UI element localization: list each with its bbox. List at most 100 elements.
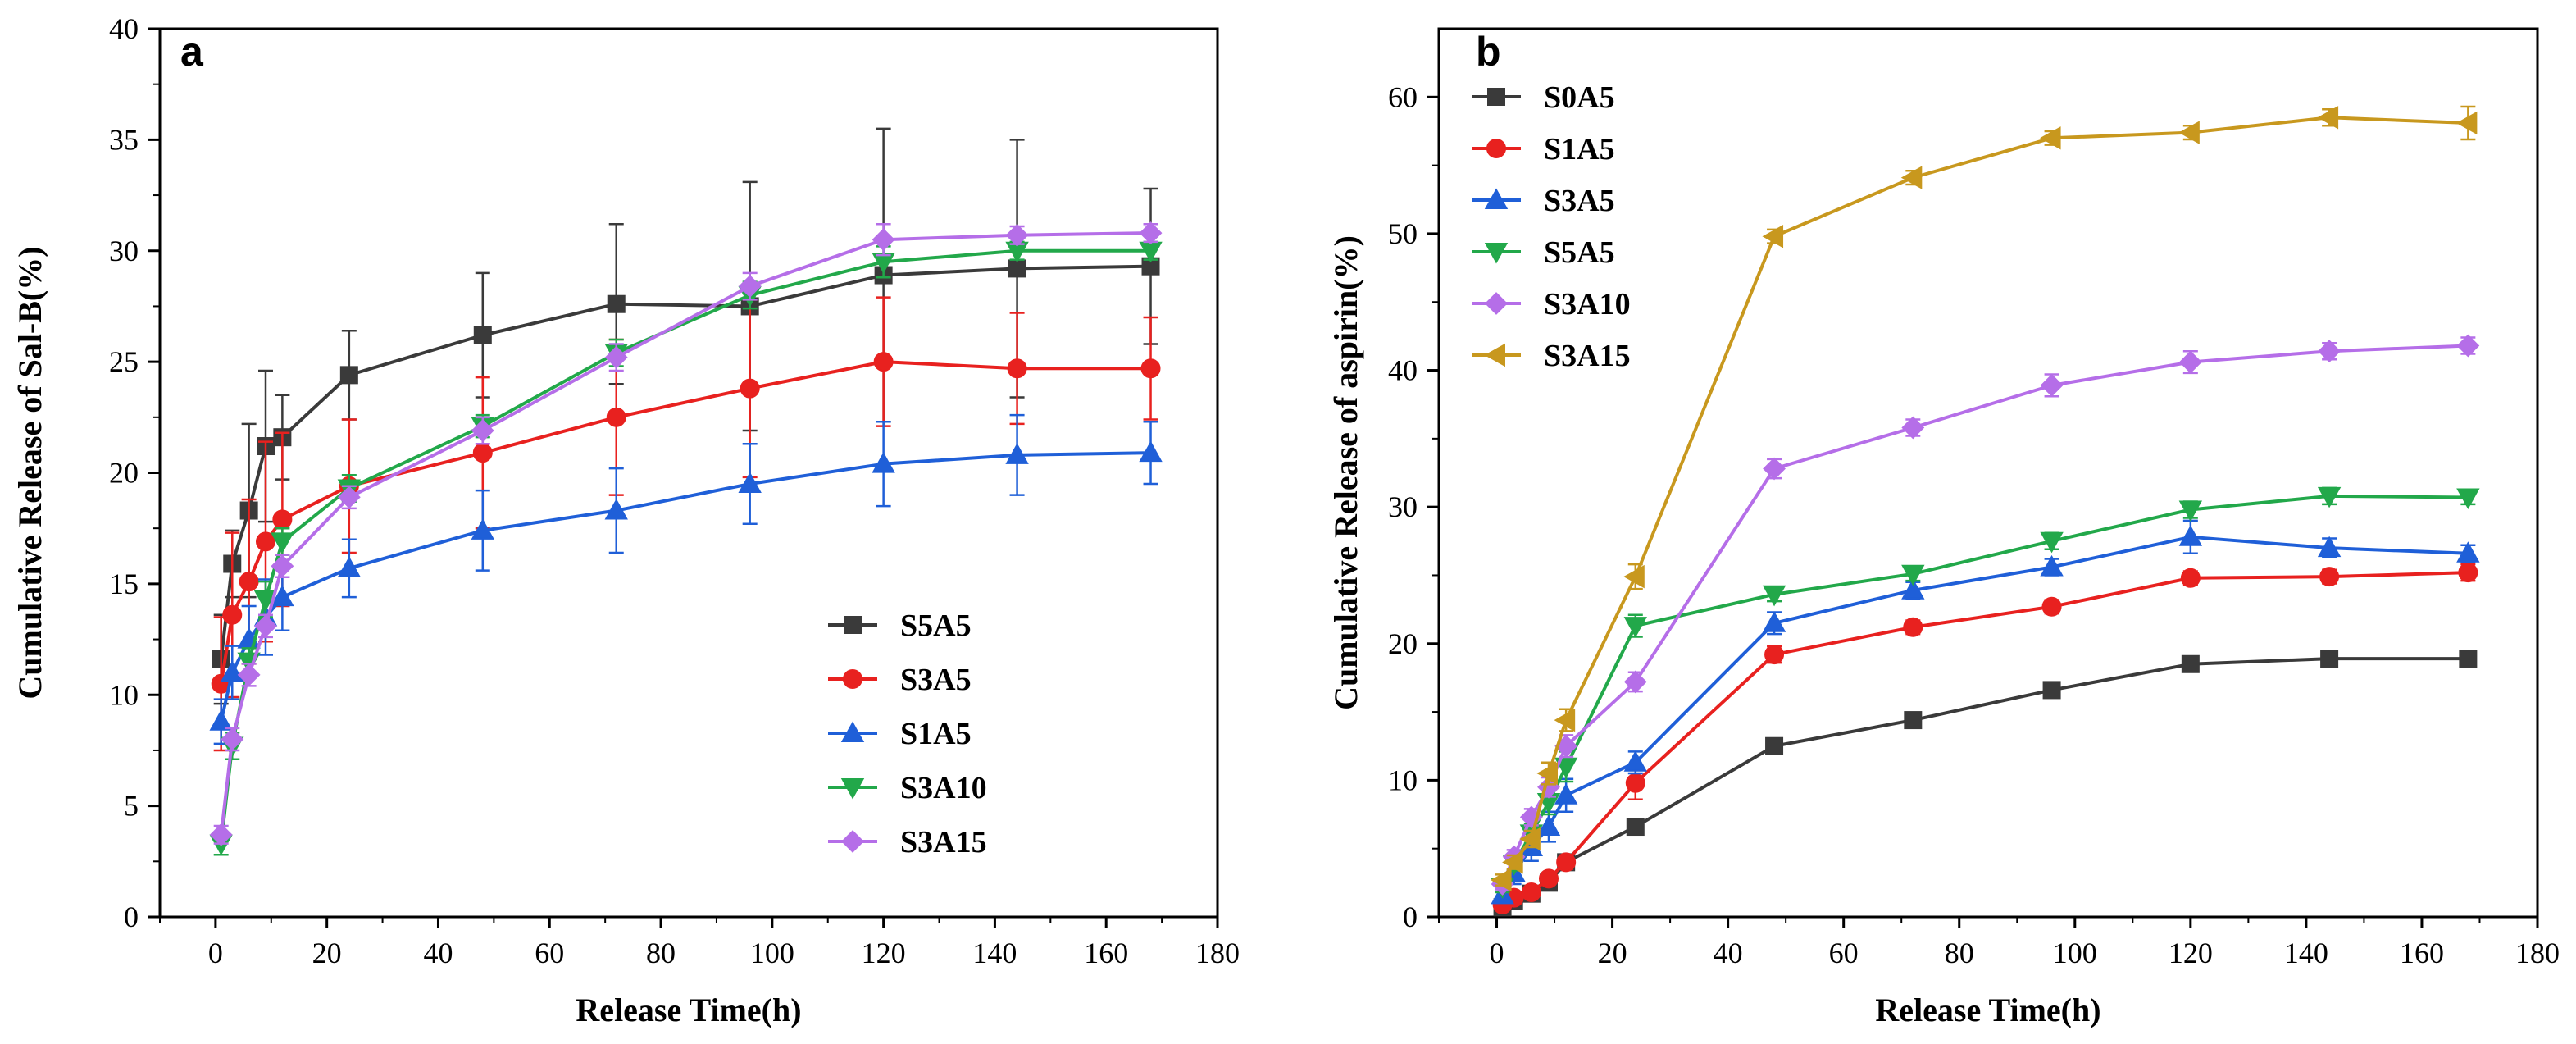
- plot-frame: [1437, 27, 2539, 919]
- data-point: [2181, 654, 2200, 673]
- y-tick-label: 40: [1388, 354, 1418, 387]
- legend-label: S0A5: [1544, 80, 1615, 115]
- x-tick-label: 180: [1195, 937, 1240, 969]
- data-point: [339, 366, 358, 385]
- x-tick-label: 120: [2169, 937, 2213, 969]
- data-point: [2456, 488, 2480, 510]
- data-point: [2317, 486, 2342, 508]
- y-tick-label: 20: [109, 457, 139, 490]
- data-point: [2459, 650, 2478, 668]
- data-point: [237, 663, 261, 686]
- y-tick-label: 50: [1388, 217, 1418, 250]
- data-point: [2455, 111, 2478, 135]
- data-point: [2456, 334, 2480, 358]
- data-point: [740, 378, 760, 399]
- series-line: [1500, 535, 2469, 896]
- legend-label: S3A15: [900, 825, 987, 859]
- legend-label: S3A5: [1544, 184, 1615, 218]
- data-point: [2320, 650, 2339, 668]
- panel-letter: a: [180, 29, 204, 75]
- data-point: [337, 486, 361, 509]
- legend-marker: [1484, 243, 1509, 264]
- x-axis-title: Release Time(h): [576, 992, 801, 1028]
- panel-a-sal-b-release-chart: 0 20 40 60 80 100 120 140 160 180 0 5 10 15 20 25 30 35 40…: [11, 12, 1240, 1028]
- x-tick-label: 180: [2515, 937, 2560, 969]
- data-point: [272, 509, 293, 530]
- data-point: [2317, 106, 2339, 130]
- data-point: [1762, 225, 1784, 248]
- series-s3a5: [211, 296, 1161, 752]
- y-axis-title: Cumulative Release of Sal-B(%): [11, 246, 48, 699]
- x-tick-label: 160: [2400, 937, 2444, 969]
- data-point: [1005, 223, 1029, 247]
- data-point: [1901, 564, 1925, 586]
- data-point: [2178, 500, 2203, 522]
- legend-label: S3A10: [1544, 287, 1631, 321]
- data-point: [2319, 567, 2340, 587]
- data-point: [2318, 340, 2342, 363]
- data-point: [1900, 166, 1923, 189]
- x-tick-label: 60: [535, 937, 564, 969]
- series-s1a5: [209, 413, 1163, 745]
- x-tick-label: 100: [2053, 937, 2097, 969]
- data-point: [221, 660, 244, 682]
- data-point: [873, 352, 894, 372]
- data-point: [1626, 818, 1645, 837]
- data-point: [1005, 443, 1029, 464]
- data-point: [253, 590, 278, 612]
- series-line: [1500, 116, 2469, 882]
- data-point: [1903, 617, 1923, 637]
- data-point: [337, 556, 362, 577]
- data-point: [1623, 670, 1647, 694]
- data-point: [1491, 868, 1512, 892]
- data-point: [1901, 578, 1925, 600]
- x-tick-label: 60: [1829, 937, 1859, 969]
- data-point: [209, 823, 233, 846]
- x-tick-label: 140: [2284, 937, 2328, 969]
- data-point: [2456, 541, 2480, 563]
- y-tick-label: 15: [109, 568, 139, 600]
- data-point: [1521, 882, 1541, 903]
- legend-label: S3A5: [900, 663, 972, 697]
- legend-label: S1A5: [1544, 132, 1615, 166]
- data-point: [1536, 814, 1561, 837]
- data-point: [1556, 852, 1577, 873]
- data-point: [1765, 736, 1784, 755]
- data-point: [2040, 554, 2064, 577]
- data-point: [1623, 617, 1647, 638]
- legend-marker: [843, 669, 862, 689]
- data-point: [2042, 681, 2061, 700]
- series-line: [1501, 657, 2469, 910]
- data-point: [607, 294, 626, 313]
- y-tick-label: 60: [1388, 80, 1418, 113]
- data-point: [471, 419, 494, 442]
- data-point: [2458, 563, 2478, 583]
- data-point: [1140, 358, 1161, 379]
- data-point: [1554, 783, 1578, 805]
- x-axis-title: Release Time(h): [1875, 992, 2100, 1028]
- legend-marker: [840, 778, 865, 800]
- x-tick-label: 80: [1945, 937, 1974, 969]
- legend-marker: [1484, 188, 1509, 209]
- legend-marker: [1484, 343, 1505, 367]
- x-tick-label: 120: [862, 937, 906, 969]
- legend-marker: [844, 616, 862, 634]
- data-point: [2178, 525, 2203, 546]
- legend-marker: [841, 830, 864, 853]
- data-point: [239, 572, 259, 592]
- y-tick-label: 30: [1388, 490, 1418, 523]
- x-tick-label: 140: [972, 937, 1017, 969]
- legend-marker: [1485, 292, 1508, 315]
- data-point: [1762, 585, 1786, 607]
- y-tick-label: 0: [1403, 900, 1418, 933]
- legend-label: S5A5: [1544, 235, 1615, 270]
- data-point: [1554, 708, 1576, 732]
- y-tick-label: 30: [109, 235, 139, 267]
- legend-label: S5A5: [900, 609, 972, 643]
- data-point: [738, 472, 762, 494]
- y-tick-label: 0: [124, 900, 139, 933]
- series-line: [219, 231, 1151, 836]
- data-point: [1139, 221, 1163, 245]
- data-point: [2040, 373, 2064, 397]
